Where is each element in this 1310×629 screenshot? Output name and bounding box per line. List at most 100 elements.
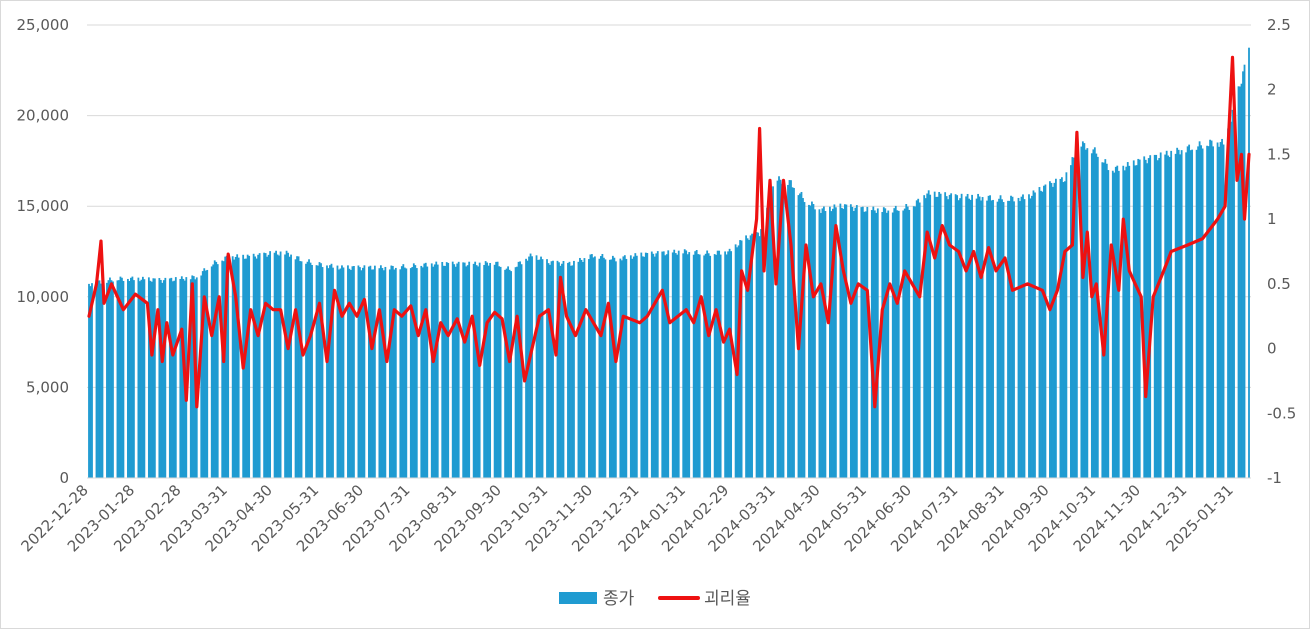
bar bbox=[866, 206, 869, 479]
bar bbox=[517, 261, 520, 478]
bar bbox=[902, 210, 905, 479]
bar bbox=[131, 276, 134, 478]
bar bbox=[1248, 47, 1250, 478]
bar bbox=[1061, 177, 1063, 478]
bar bbox=[1210, 140, 1213, 478]
bar bbox=[667, 250, 670, 478]
bar bbox=[311, 265, 313, 478]
bar bbox=[990, 200, 993, 478]
bar bbox=[424, 262, 427, 478]
bar bbox=[330, 263, 333, 478]
bar bbox=[212, 264, 215, 478]
bar bbox=[814, 209, 816, 479]
bar bbox=[570, 265, 572, 478]
bar bbox=[158, 278, 161, 478]
bar bbox=[996, 201, 999, 478]
bar bbox=[152, 278, 155, 478]
bar bbox=[341, 265, 343, 478]
bar bbox=[896, 210, 899, 478]
bar bbox=[779, 179, 782, 478]
bar bbox=[1063, 181, 1066, 478]
bar bbox=[800, 191, 803, 479]
bar bbox=[119, 276, 122, 478]
bar bbox=[643, 256, 646, 478]
bar bbox=[716, 250, 719, 478]
bar bbox=[971, 194, 973, 478]
bar bbox=[1022, 194, 1024, 478]
bar bbox=[141, 276, 144, 478]
bar bbox=[294, 259, 297, 478]
bar bbox=[1216, 142, 1219, 478]
bar bbox=[215, 261, 218, 478]
bar bbox=[116, 280, 119, 478]
bar bbox=[88, 283, 90, 478]
bar bbox=[935, 196, 938, 479]
bar bbox=[411, 267, 414, 478]
bar bbox=[674, 253, 677, 478]
bar bbox=[944, 192, 947, 478]
bar bbox=[568, 261, 571, 478]
bar bbox=[399, 269, 402, 478]
bar bbox=[442, 265, 445, 478]
bar bbox=[1096, 156, 1099, 478]
bar bbox=[550, 261, 553, 478]
bar bbox=[625, 258, 628, 478]
bar bbox=[1185, 152, 1188, 478]
bar bbox=[164, 277, 167, 478]
bar bbox=[1164, 154, 1167, 478]
bar bbox=[382, 270, 385, 478]
bar bbox=[1186, 146, 1189, 479]
bar bbox=[498, 266, 501, 478]
bar bbox=[508, 269, 511, 478]
bar bbox=[875, 212, 878, 478]
bar bbox=[781, 184, 783, 479]
bar bbox=[917, 198, 920, 479]
bar bbox=[650, 251, 653, 478]
bar bbox=[1168, 157, 1171, 478]
bar bbox=[908, 209, 911, 478]
bar bbox=[1231, 109, 1234, 479]
bar bbox=[861, 206, 864, 479]
y-left-tick-label: 5,000 bbox=[26, 378, 69, 396]
bar bbox=[267, 254, 270, 478]
bar bbox=[749, 235, 752, 478]
bar bbox=[1117, 170, 1120, 479]
bar bbox=[191, 275, 194, 478]
bar bbox=[673, 249, 676, 478]
bar bbox=[529, 253, 532, 478]
bar bbox=[1240, 83, 1243, 478]
bar bbox=[960, 193, 963, 478]
bar bbox=[604, 259, 607, 478]
bar bbox=[635, 255, 638, 478]
bar bbox=[758, 236, 761, 478]
bar bbox=[1159, 152, 1162, 478]
bar bbox=[1239, 86, 1241, 479]
bar bbox=[258, 253, 261, 478]
bar bbox=[441, 261, 444, 478]
bar bbox=[938, 191, 941, 478]
bar bbox=[275, 250, 277, 478]
bar bbox=[945, 196, 948, 478]
bar bbox=[981, 197, 984, 478]
bar bbox=[118, 280, 120, 478]
bar bbox=[299, 261, 301, 478]
bar bbox=[1113, 172, 1116, 478]
bar bbox=[390, 265, 393, 478]
bar bbox=[206, 269, 209, 478]
bar bbox=[246, 254, 249, 478]
bar bbox=[695, 249, 698, 478]
bar bbox=[1114, 166, 1117, 478]
bar bbox=[697, 254, 700, 478]
bar bbox=[703, 255, 706, 478]
bar bbox=[510, 271, 512, 478]
bar bbox=[1038, 187, 1041, 479]
bar bbox=[463, 262, 466, 478]
bar bbox=[662, 251, 665, 478]
line-series-deviation-rate bbox=[87, 55, 1251, 409]
bar bbox=[620, 260, 623, 478]
bar bbox=[706, 250, 709, 478]
bar bbox=[257, 254, 260, 478]
y-right-tick-label: 0.5 bbox=[1267, 275, 1291, 293]
bar bbox=[1126, 162, 1129, 478]
bar bbox=[728, 248, 731, 478]
